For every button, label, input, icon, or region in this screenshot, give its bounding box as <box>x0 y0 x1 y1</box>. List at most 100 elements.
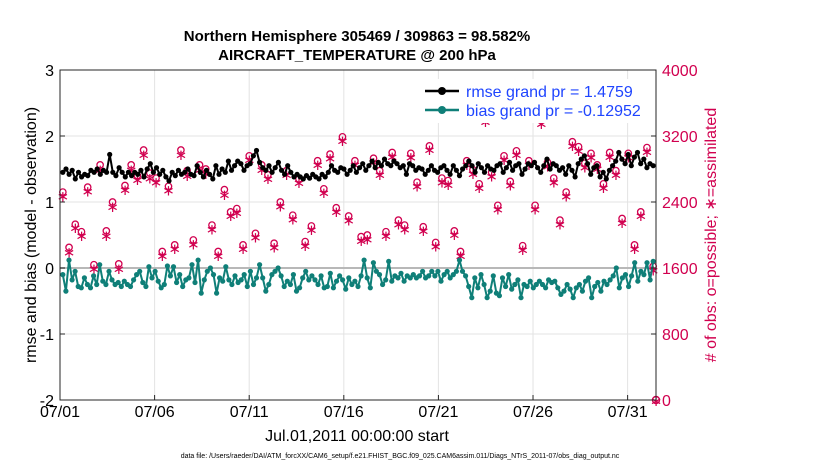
bias-point <box>644 260 650 266</box>
rmse-point <box>566 163 572 169</box>
rmse-point <box>325 169 331 175</box>
rmse-point <box>369 158 375 164</box>
assimilated-obs-marker: ∗ <box>560 187 573 205</box>
assimilated-obs-marker: ∗ <box>547 173 560 191</box>
assimilated-obs-marker: ∗ <box>286 211 299 229</box>
bias-point <box>63 288 69 294</box>
left-axis-label: rmse and bias (model - observation) <box>23 107 40 363</box>
bias-point <box>349 281 355 288</box>
bias-point <box>330 285 336 291</box>
assimilated-obs-marker: ∗ <box>342 211 355 229</box>
bias-point <box>97 262 103 268</box>
rmse-point <box>353 169 359 175</box>
right-tick-label: 4000 <box>662 63 698 80</box>
bias-point <box>131 277 137 283</box>
bias-point <box>140 279 146 286</box>
bias-point <box>192 279 198 286</box>
possible-obs-marker <box>549 174 558 182</box>
bias-point <box>143 283 149 290</box>
possible-obs-marker <box>562 188 571 196</box>
bias-point <box>266 281 272 288</box>
bias-point <box>398 270 404 276</box>
bias-point <box>389 278 395 284</box>
rmse-point <box>491 167 497 173</box>
possible-obs-marker <box>326 150 334 158</box>
bias-point <box>195 257 201 263</box>
rmse-point <box>456 173 463 179</box>
possible-obs-marker <box>307 222 316 230</box>
assimilated-obs-marker: ∗ <box>137 146 150 164</box>
left-axis-ticks: -2 -1 0 1 2 3 <box>40 63 65 410</box>
chart-title-line2: AIRCRAFT_TEMPERATURE @ 200 hPa <box>218 47 496 64</box>
rmse-point <box>516 161 522 167</box>
bias-point <box>134 272 140 278</box>
possible-obs-marker <box>158 247 167 256</box>
possible-obs-marker <box>400 221 409 229</box>
left-tick-label: 3 <box>45 63 54 80</box>
bias-point <box>543 285 549 291</box>
rmse-point <box>66 171 72 177</box>
rmse-point <box>175 167 181 173</box>
rmse-point <box>335 169 341 175</box>
legend-rmse-marker <box>438 87 446 95</box>
rmse-point <box>422 171 428 177</box>
right-tick-label: 1600 <box>662 261 698 278</box>
assimilated-obs-marker: ∗ <box>603 148 616 166</box>
bias-point <box>66 257 72 263</box>
rmse-point <box>253 147 260 154</box>
rmse-point <box>453 167 459 173</box>
rmse-point <box>347 167 353 173</box>
rmse-point <box>300 176 306 182</box>
bias-point <box>164 263 170 269</box>
possible-obs-marker <box>251 229 260 238</box>
bias-series <box>60 257 656 301</box>
data-file-footnote: data file: /Users/raeder/DAI/ATM_forcXX/… <box>181 453 620 460</box>
possible-obs-marker <box>636 208 645 216</box>
assimilated-obs-marker: ∗ <box>150 173 163 191</box>
assimilated-obs-marker: ∗ <box>510 146 523 164</box>
left-tick-label: 0 <box>45 261 54 278</box>
bias-point <box>567 286 573 292</box>
bias-point <box>297 285 303 291</box>
rmse-point <box>578 156 584 162</box>
legend: rmse grand pr = 1.4759 bias grand pr = -… <box>420 79 652 123</box>
rmse-point <box>363 167 369 173</box>
assimilated-obs-marker: ∗ <box>106 198 119 216</box>
bias-point <box>441 272 447 278</box>
assimilated-obs-marker: ∗ <box>156 247 169 265</box>
bias-point <box>161 281 167 288</box>
left-tick-label: 1 <box>45 195 54 212</box>
bias-point <box>226 277 232 283</box>
bias-point <box>459 268 466 274</box>
x-axis-label: Jul.01,2011 00:00:00 start <box>265 428 449 445</box>
bias-point <box>118 283 124 290</box>
bias-point <box>619 275 626 281</box>
x-tick-label: 07/26 <box>513 404 553 421</box>
rmse-point <box>360 161 366 167</box>
bias-point <box>592 283 598 290</box>
rmse-point <box>97 171 103 177</box>
possible-obs-marker <box>83 183 92 191</box>
possible-obs-marker <box>71 220 80 229</box>
bias-point <box>435 268 441 274</box>
rmse-point <box>535 165 541 171</box>
possible-obs-marker <box>394 216 403 224</box>
rmse-point <box>172 173 178 179</box>
assimilated-obs-marker: ∗ <box>566 137 579 155</box>
assimilated-obs-marker: ∗ <box>63 244 76 262</box>
rmse-point <box>366 163 372 169</box>
assimilated-obs-marker: ∗ <box>492 201 505 219</box>
rmse-point <box>466 158 472 164</box>
bias-point <box>570 295 576 301</box>
assimilated-obs-marker: ∗ <box>75 227 88 245</box>
rmse-point <box>222 169 228 175</box>
rmse-point <box>619 156 625 162</box>
possible-obs-marker <box>189 236 198 244</box>
assimilated-obs-marker: ∗ <box>231 204 244 222</box>
possible-obs-marker <box>556 216 564 224</box>
possible-obs-marker <box>152 174 160 182</box>
rmse-point <box>650 163 656 169</box>
bias-point <box>420 268 426 274</box>
bias-point <box>401 278 407 284</box>
